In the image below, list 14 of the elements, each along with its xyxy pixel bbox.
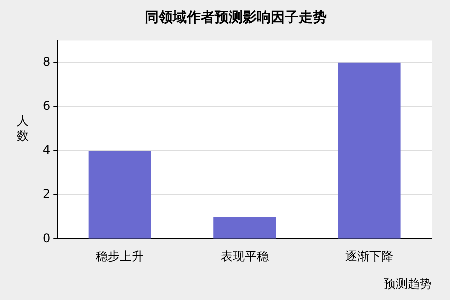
x-tick-label: 表现平稳 (220, 250, 269, 264)
y-tick-label: 4 (42, 143, 51, 158)
y-tick-label: 0 (42, 231, 51, 246)
y-tick-label: 2 (42, 187, 51, 202)
x-axis-title: 预测趋势 (384, 276, 432, 291)
y-tick-label: 8 (42, 54, 51, 69)
bar (214, 217, 276, 239)
y-axis-title: 人数 (16, 114, 30, 144)
x-tick-label: 稳步上升 (96, 250, 144, 264)
y-tick-label: 6 (42, 99, 51, 114)
x-tick-label: 逐渐下降 (346, 250, 394, 264)
bar (338, 62, 401, 239)
bar (88, 151, 152, 239)
chart-title: 同领域作者预测影响因子走势 (145, 10, 327, 26)
